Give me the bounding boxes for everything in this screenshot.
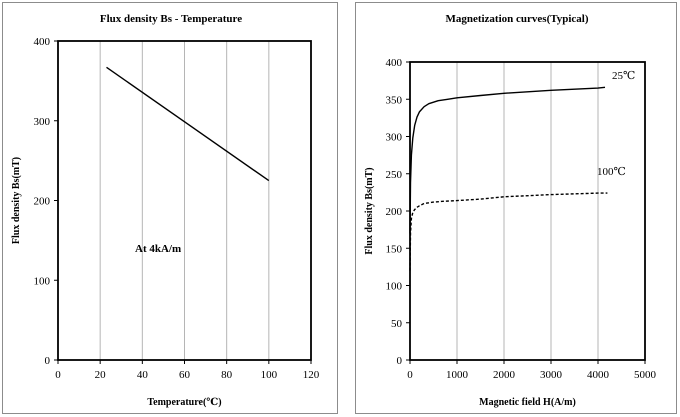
x-tick-label: 40 — [137, 369, 149, 381]
series-line-1 — [409, 192, 608, 271]
y-axis-label: Flux density Bs(mT) — [11, 157, 22, 244]
y-tick-label: 100 — [34, 275, 51, 287]
y-tick-label: 0 — [45, 355, 51, 367]
x-tick-label: 0 — [55, 369, 61, 381]
x-tick-label: 3000 — [540, 369, 563, 381]
y-tick-label: 250 — [386, 169, 403, 181]
x-tick-label: 4000 — [587, 369, 610, 381]
x-tick-label: 20 — [95, 369, 107, 381]
magnetization-chart: Magnetization curves(Typical)0 1000 2000 30… — [364, 13, 657, 408]
chart-title: Magnetization curves(Typical) — [445, 13, 588, 25]
chart-title: Flux density Bs - Temperature — [100, 13, 242, 25]
x-tick-label: 1000 — [446, 369, 469, 381]
y-axis-label: Flux density Bs(mT) — [364, 167, 375, 254]
x-tick-label: 0 — [407, 369, 413, 381]
temperature-chart: Flux density Bs - Temperature 0 20 40 60 80 10… — [11, 13, 320, 408]
x-tick-label: 120 — [303, 369, 320, 381]
y-tick-label: 300 — [386, 132, 403, 144]
y-tick-label: 150 — [386, 243, 403, 255]
plot-frame — [409, 61, 646, 361]
y-tick-label: 200 — [386, 206, 403, 218]
magnetization-chart-panel: Magnetization curves(Typical) 0 1000 2000 30… — [355, 2, 677, 414]
y-tick-label: 300 — [34, 116, 51, 128]
x-tick-label: 100 — [261, 369, 278, 381]
x-tick-label: 2000 — [493, 369, 516, 381]
y-tick-label: 200 — [34, 196, 51, 208]
y-tick-label: 350 — [386, 94, 403, 106]
y-tick-label: 400 — [34, 36, 51, 48]
y-tick-label: 0 — [397, 355, 403, 367]
y-tick-label: 100 — [386, 281, 403, 293]
series-line-0 — [106, 66, 270, 182]
series-line-0 — [409, 86, 606, 234]
x-tick-label: 60 — [179, 369, 191, 381]
x-tick-label: 5000 — [634, 369, 657, 381]
x-axis-label: Magnetic field H(A/m) — [479, 397, 576, 408]
chart-annotation: At 4kA/m — [135, 243, 181, 255]
y-tick-label: 400 — [386, 57, 403, 69]
x-axis-label: Temperature(℃) — [147, 397, 221, 408]
series-label: 25℃ — [612, 70, 635, 82]
y-tick-label: 50 — [391, 318, 403, 330]
temperature-chart-panel: Flux density Bs - Temperature 0 20 40 60 80 10… — [2, 2, 338, 414]
x-tick-label: 80 — [221, 369, 233, 381]
series-label: 100℃ — [597, 166, 626, 178]
